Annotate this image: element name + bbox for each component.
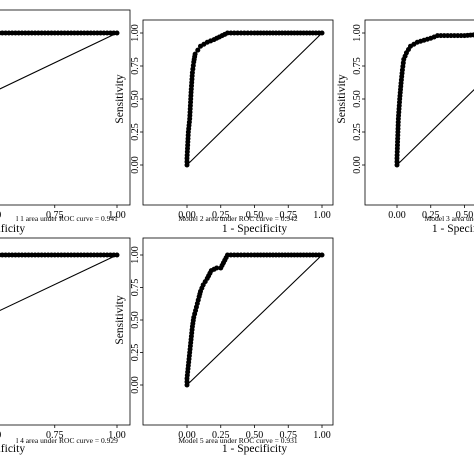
x-tick-label: 0.50 — [246, 430, 264, 441]
y-tick-label: 0.75 — [130, 279, 141, 297]
x-tick-label: 0.50 — [0, 430, 1, 441]
roc-point — [214, 265, 220, 271]
x-tick-label: 0.75 — [280, 210, 298, 221]
reference-line — [186, 32, 323, 166]
x-tick-label: 0.00 — [178, 430, 196, 441]
plot-frame — [142, 19, 334, 206]
roc-point — [114, 252, 120, 258]
auc-caption: Model 3 area under RO — [425, 214, 474, 223]
y-tick-label: 1.00 — [130, 246, 141, 264]
x-tick-label: 0.75 — [46, 430, 64, 441]
y-tick-label: 0.25 — [130, 344, 141, 362]
y-tick-label: 0.50 — [130, 311, 141, 329]
roc-point — [471, 32, 474, 38]
x-tick-label: 0.25 — [212, 430, 230, 441]
roc-panel-2: 0.00 0.25 0.50 0.75 1.00 1 - Specificity 0.00 0… — [114, 19, 334, 235]
x-tick-label: 0.50 — [0, 210, 1, 221]
x-tick-label: 1.00 — [313, 430, 331, 441]
plot-frame — [0, 237, 131, 426]
y-tick-label: 0.25 — [352, 123, 363, 141]
roc-point — [319, 252, 325, 258]
reference-line — [396, 88, 474, 166]
plot-frame — [142, 237, 334, 426]
y-tick-label: 0.00 — [352, 156, 363, 174]
y-axis-label: Sensitivity — [114, 295, 126, 344]
y-axis-label: Sensitivity — [336, 74, 348, 123]
y-axis-label: Sensitivity — [114, 74, 126, 123]
x-tick-label: 0.00 — [178, 210, 196, 221]
roc-point — [192, 51, 198, 57]
roc-curve — [0, 254, 117, 256]
y-tick-label: 1.00 — [130, 24, 141, 42]
x-axis-label: 1 - Specificity — [0, 443, 25, 455]
plot-frame — [0, 9, 131, 206]
x-tick-label: 0.75 — [280, 430, 298, 441]
x-tick-label: 0.00 — [388, 210, 406, 221]
auc-caption: l 1 area under ROC curve = 0.941 — [16, 214, 118, 223]
x-tick-label: 0.75 — [46, 210, 64, 221]
roc-panel-4: 0.000.250.500.751.001 - Specificity0.000… — [0, 237, 131, 455]
y-tick-label: 1.00 — [352, 24, 363, 42]
x-tick-label: 0.50 — [456, 210, 474, 221]
auc-caption: l 4 area under ROC curve = 0.929 — [16, 436, 118, 445]
reference-line — [186, 254, 323, 386]
plot-frame — [364, 19, 474, 206]
roc-panel-3: 0.00 0.25 0.50 0.75 1.00 1 - Specificity 0.00 0… — [336, 19, 474, 235]
x-axis-label: 1 - Specificity — [432, 223, 474, 235]
roc-point — [195, 47, 201, 53]
auc-caption: Model 2 area under ROC curve = 0.942 — [178, 214, 297, 223]
y-tick-label: 0.75 — [130, 57, 141, 75]
x-axis-label: 1 - Specificity — [0, 223, 25, 235]
x-tick-label: 0.50 — [246, 210, 264, 221]
roc-point — [319, 30, 325, 36]
roc-panel-1: 0.000.250.500.751.001 - Specificity0.000… — [0, 9, 131, 235]
auc-caption: Model 5 area under ROC curve = 0.931 — [178, 436, 297, 445]
x-axis-label: 1 - Specificity — [222, 443, 287, 455]
roc-curve — [0, 32, 117, 34]
y-tick-label: 0.25 — [130, 123, 141, 141]
y-tick-label: 0.50 — [130, 90, 141, 108]
roc-panel-5: 0.00 0.25 0.50 0.75 1.00 1 - Specificity 0.00 0… — [114, 237, 334, 455]
x-tick-label: 0.25 — [422, 210, 440, 221]
y-tick-label: 0.50 — [352, 90, 363, 108]
x-tick-label: 0.25 — [212, 210, 230, 221]
y-tick-label: 0.00 — [130, 376, 141, 394]
reference-line — [0, 32, 118, 90]
x-tick-label: 1.00 — [313, 210, 331, 221]
x-tick-label: 1.00 — [108, 210, 126, 221]
y-tick-label: 0.75 — [352, 57, 363, 75]
y-tick-label: 0.00 — [130, 156, 141, 174]
reference-line — [0, 254, 118, 312]
roc-point — [114, 30, 120, 36]
x-tick-label: 1.00 — [108, 430, 126, 441]
x-axis-label: 1 - Specificity — [222, 223, 287, 235]
